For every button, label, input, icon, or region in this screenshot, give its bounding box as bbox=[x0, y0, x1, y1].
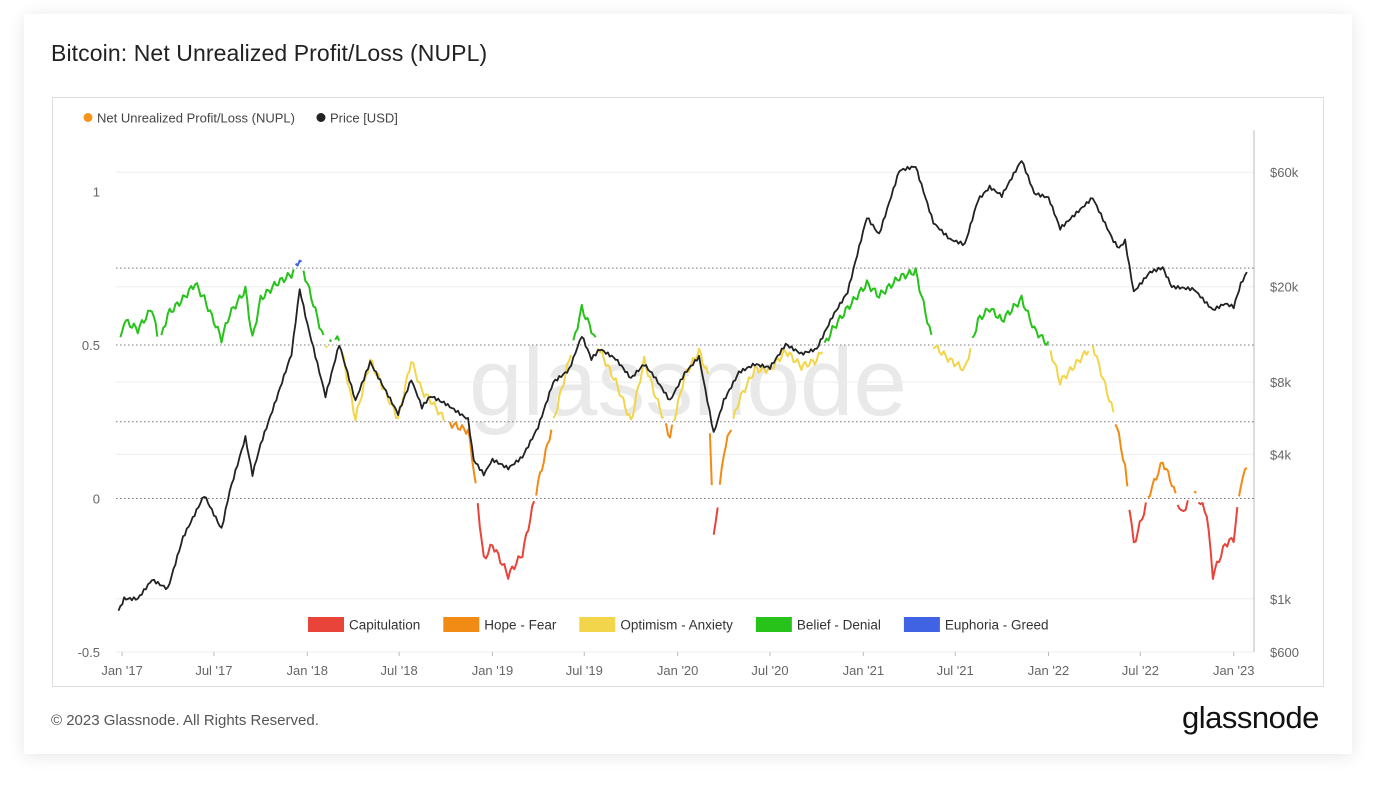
x-tick-label: Jul '21 bbox=[937, 663, 974, 678]
nupl-line-segment bbox=[1128, 502, 1147, 544]
nupl-line-segment bbox=[1176, 500, 1189, 512]
nupl-line-segment bbox=[340, 350, 445, 422]
nupl-line-segment bbox=[1147, 461, 1177, 499]
nupl-line-segment bbox=[572, 303, 597, 341]
y-left-tick-label: 0.5 bbox=[82, 338, 100, 353]
nupl-line-segment bbox=[597, 348, 664, 421]
nupl-line-segment bbox=[1091, 345, 1115, 413]
nupl-line-segment bbox=[328, 339, 333, 343]
nupl-line-segment bbox=[535, 429, 553, 496]
copyright-footer: © 2023 Glassnode. All Rights Reserved. bbox=[51, 712, 319, 729]
nupl-line-segment bbox=[971, 294, 1050, 346]
nupl-line-segment bbox=[1049, 350, 1090, 386]
nupl-line-segment bbox=[448, 421, 477, 484]
legend-bottom-label: Optimism - Anxiety bbox=[620, 618, 733, 633]
legend-top-label: Price [USD] bbox=[330, 111, 398, 126]
y-left-tick-label: 0 bbox=[93, 491, 100, 506]
nupl-line-segment bbox=[552, 354, 573, 419]
axes-layer: -0.5 0 0.5 1 $600 $1k $4k $8k $20k $60k Jan '17 Jul… bbox=[78, 130, 1299, 678]
y-left-tick-label: 1 bbox=[93, 184, 100, 199]
nupl-line-segment bbox=[1238, 467, 1248, 497]
price-line bbox=[117, 160, 1248, 612]
x-tick-label: Jan '20 bbox=[657, 663, 699, 678]
nupl-line-segment bbox=[334, 335, 341, 342]
brand-logo[interactable]: glassnode bbox=[1182, 700, 1319, 735]
x-tick-label: Jan '19 bbox=[472, 663, 514, 678]
nupl-line-segment bbox=[119, 309, 159, 338]
nupl-line-segment bbox=[732, 348, 824, 420]
nupl-line-segment bbox=[718, 429, 733, 485]
nupl-line-segment bbox=[708, 433, 713, 486]
x-tick-label: Jan '17 bbox=[101, 663, 143, 678]
x-tick-label: Jul '18 bbox=[381, 663, 418, 678]
page-title: Bitcoin: Net Unrealized Profit/Loss (NUP… bbox=[51, 40, 488, 66]
y-right-tick-label: $4k bbox=[1270, 447, 1291, 462]
nupl-line-segment bbox=[823, 267, 933, 344]
legend-top-swatch bbox=[316, 113, 326, 122]
nupl-line-segment bbox=[1114, 423, 1129, 487]
legend-bottom: Capitulation Hope - Fear Optimism - Anxiet… bbox=[308, 617, 1048, 633]
x-tick-label: Jan '22 bbox=[1028, 663, 1070, 678]
legend-bottom-swatch bbox=[308, 617, 344, 632]
chart-frame bbox=[52, 97, 1324, 687]
nupl-line-segment bbox=[673, 347, 710, 422]
nupl-line-segment bbox=[1197, 501, 1239, 580]
nupl-line-segment bbox=[665, 423, 674, 439]
legend-bottom-label: Belief - Denial bbox=[797, 618, 881, 633]
x-tick-label: Jul '19 bbox=[566, 663, 603, 678]
legend-top: Net Unrealized Profit/Loss (NUPL) Price [… bbox=[83, 111, 398, 126]
legend-bottom-label: Capitulation bbox=[349, 618, 420, 633]
legend-bottom-label: Hope - Fear bbox=[484, 618, 557, 633]
nupl-line-segment bbox=[324, 345, 329, 349]
legend-bottom-swatch bbox=[903, 617, 940, 632]
nupl-line-segment bbox=[294, 259, 303, 267]
y-right-tick-label: $20k bbox=[1270, 280, 1299, 295]
chart-card bbox=[24, 14, 1352, 754]
legend-top-label: Net Unrealized Profit/Loss (NUPL) bbox=[97, 111, 295, 126]
legend-bottom-label: Euphoria - Greed bbox=[945, 618, 1049, 633]
x-tick-label: Jul '20 bbox=[751, 663, 788, 678]
x-tick-label: Jan '18 bbox=[287, 663, 329, 678]
legend-bottom-swatch bbox=[579, 617, 616, 632]
nupl-line-segment bbox=[1193, 490, 1197, 494]
y-right-tick-label: $60k bbox=[1270, 165, 1299, 180]
nupl-line-segment bbox=[302, 270, 325, 336]
y-right-tick-label: $600 bbox=[1270, 645, 1299, 660]
nupl-line-segment bbox=[476, 500, 536, 580]
legend-top-swatch bbox=[83, 113, 93, 122]
legend-bottom-swatch bbox=[755, 617, 792, 632]
grid-lines bbox=[116, 171, 1254, 653]
nupl-line-segment bbox=[160, 269, 295, 344]
x-tick-label: Jan '21 bbox=[843, 663, 885, 678]
legend-bottom-swatch bbox=[443, 617, 480, 632]
nupl-line-segment bbox=[712, 507, 719, 535]
x-tick-label: Jan '23 bbox=[1213, 663, 1255, 678]
y-right-tick-label: $1k bbox=[1270, 592, 1291, 607]
y-left-tick-label: -0.5 bbox=[78, 645, 100, 660]
nupl-line-segment bbox=[932, 344, 972, 372]
y-right-tick-label: $8k bbox=[1270, 375, 1291, 390]
series-layer bbox=[117, 160, 1248, 612]
x-tick-label: Jul '17 bbox=[195, 663, 232, 678]
x-tick-label: Jul '22 bbox=[1122, 663, 1159, 678]
